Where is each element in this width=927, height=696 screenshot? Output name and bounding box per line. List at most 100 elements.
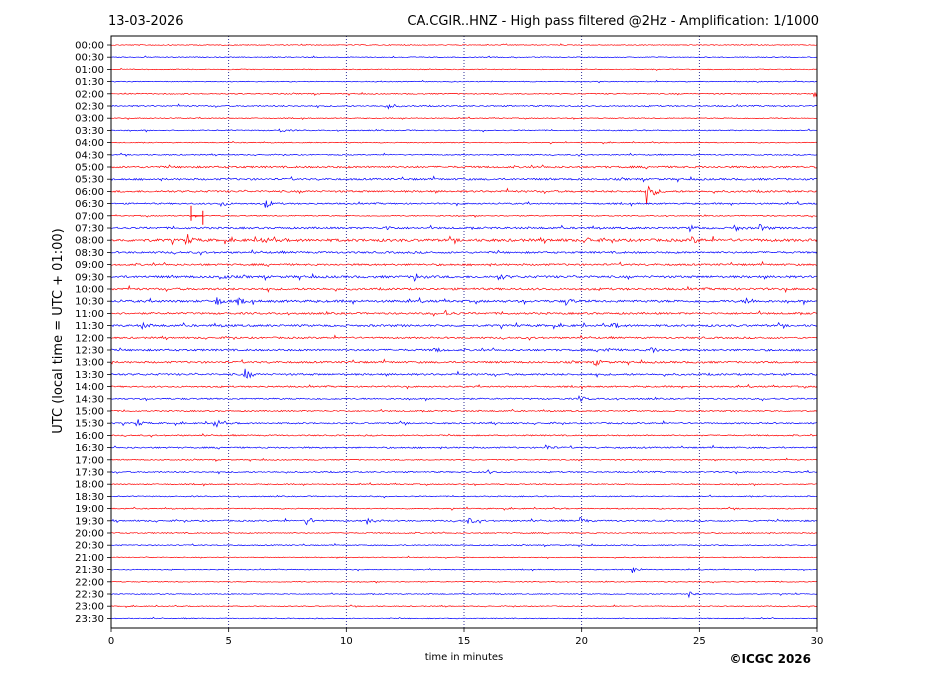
- trace-01:30: [110, 79, 818, 84]
- y-axis-label: UTC (local time = UTC + 01:00): [51, 228, 66, 433]
- trace-07:30: [110, 223, 818, 233]
- y-tick-label: 11:00: [75, 309, 104, 320]
- y-tick-label: 04:30: [75, 150, 104, 161]
- y-tick-label: 10:30: [75, 297, 104, 308]
- x-tick-label: 30: [811, 636, 824, 647]
- trace-11:00: [110, 309, 818, 317]
- y-tick-label: 19:00: [75, 504, 104, 515]
- trace-13:30: [110, 368, 818, 379]
- y-tick-label: 20:30: [75, 541, 104, 552]
- trace-12:30: [110, 347, 818, 354]
- y-tick-label: 00:00: [75, 41, 104, 52]
- x-tick-label: 15: [458, 636, 471, 647]
- y-tick-label: 05:00: [75, 163, 104, 174]
- trace-00:00: [110, 43, 818, 46]
- x-tick-label: 20: [575, 636, 588, 647]
- trace-18:30: [110, 494, 818, 499]
- trace-04:30: [110, 152, 818, 157]
- trace-09:00: [110, 260, 818, 268]
- y-tick-label: 15:00: [75, 407, 104, 418]
- trace-08:00: [110, 234, 818, 246]
- y-tick-label: 17:30: [75, 468, 104, 479]
- y-tick-label: 01:00: [75, 65, 104, 76]
- y-tick-label: 02:30: [75, 102, 104, 113]
- y-tick-label: 21:30: [75, 565, 104, 576]
- trace-20:30: [110, 542, 818, 548]
- y-tick-label: 14:30: [75, 394, 104, 405]
- y-tick-label: 14:00: [75, 382, 104, 393]
- trace-03:30: [110, 128, 818, 133]
- calibration-glitch: [190, 205, 204, 225]
- x-tick-label: 10: [340, 636, 353, 647]
- seismic-traces: [110, 43, 818, 620]
- trace-06:00: [110, 185, 818, 205]
- y-tick-label: 05:30: [75, 175, 104, 186]
- trace-17:30: [110, 469, 818, 475]
- trace-08:30: [110, 249, 818, 256]
- trace-03:00: [110, 116, 817, 121]
- y-tick-label: 02:00: [75, 89, 104, 100]
- chart-date: 13-03-2026: [108, 14, 184, 29]
- y-tick-label: 01:30: [75, 77, 104, 88]
- y-tick-label: 22:30: [75, 590, 104, 601]
- trace-14:30: [110, 395, 818, 402]
- y-tick-label: 04:00: [75, 138, 104, 149]
- trace-12:00: [110, 334, 818, 341]
- trace-21:30: [110, 567, 817, 574]
- trace-18:00: [110, 482, 817, 487]
- grid-lines: [228, 36, 700, 628]
- y-tick-label: 23:30: [75, 614, 104, 625]
- trace-19:00: [110, 506, 818, 511]
- trace-10:00: [110, 284, 818, 294]
- y-tick-label: 23:00: [75, 602, 104, 613]
- trace-22:30: [111, 591, 818, 599]
- trace-05:30: [110, 175, 818, 183]
- y-tick-label: 10:00: [75, 285, 104, 296]
- y-tick-label: 03:30: [75, 126, 104, 137]
- y-tick-label: 16:30: [75, 443, 104, 454]
- y-tick-label: 18:00: [75, 480, 104, 491]
- y-tick-label: 20:00: [75, 529, 104, 540]
- y-tick-label: 13:30: [75, 370, 104, 381]
- y-tick-label: 08:30: [75, 248, 104, 259]
- trace-22:00: [110, 580, 818, 584]
- y-tick-label: 19:30: [75, 516, 104, 527]
- y-tick-label: 00:30: [75, 53, 104, 64]
- y-tick-label: 09:00: [75, 260, 104, 271]
- trace-13:00: [110, 358, 818, 367]
- y-tick-label: 16:00: [75, 431, 104, 442]
- trace-02:30: [110, 103, 818, 110]
- y-tick-label: 11:30: [75, 321, 104, 332]
- trace-15:30: [111, 419, 818, 428]
- y-tick-label: 03:00: [75, 114, 104, 125]
- y-tick-label: 12:00: [75, 333, 104, 344]
- copyright-notice: ©ICGC 2026: [729, 652, 811, 666]
- trace-19:30: [110, 516, 818, 526]
- trace-17:00: [110, 457, 818, 462]
- y-tick-label: 06:00: [75, 187, 104, 198]
- trace-10:30: [110, 296, 818, 307]
- x-tick-label: 25: [693, 636, 706, 647]
- chart-title: CA.CGIR..HNZ - High pass filtered @2Hz -…: [407, 14, 819, 29]
- trace-07:00: [110, 214, 818, 218]
- y-tick-label: 13:00: [75, 358, 104, 369]
- trace-00:30: [110, 55, 818, 59]
- plot-frame: [110, 35, 818, 629]
- y-tick-label: 08:00: [75, 236, 104, 247]
- trace-23:00: [110, 604, 818, 608]
- x-axis-label: time in minutes: [425, 652, 504, 663]
- trace-21:00: [110, 555, 818, 560]
- y-tick-label: 09:30: [75, 272, 104, 283]
- trace-23:30: [110, 616, 818, 620]
- trace-02:00: [110, 91, 818, 98]
- x-tick-labels: 0 5 10 15 20 25 30: [108, 628, 824, 647]
- trace-04:00: [110, 140, 818, 145]
- trace-16:30: [110, 444, 818, 450]
- x-tick-label: 5: [225, 636, 231, 647]
- trace-06:30: [110, 200, 818, 208]
- trace-16:00: [110, 433, 818, 438]
- y-tick-label: 06:30: [75, 199, 104, 210]
- y-tick-label: 21:00: [75, 553, 104, 564]
- trace-14:00: [110, 383, 818, 390]
